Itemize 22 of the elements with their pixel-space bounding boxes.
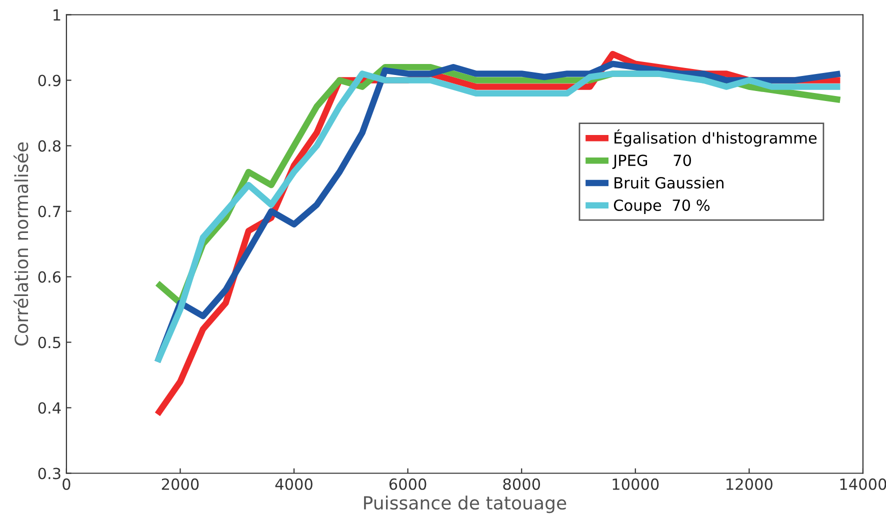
legend-label: Bruit Gaussien xyxy=(614,176,724,189)
x-tick-label: 2000 xyxy=(162,478,199,490)
x-axis-title: Puissance de tatouage xyxy=(364,496,566,514)
y-tick-label: 1 xyxy=(54,9,60,21)
y-axis-title: Corrélation normalisée xyxy=(14,142,28,346)
y-tick-label: 0.8 xyxy=(38,140,61,152)
y-tick-label: 0.6 xyxy=(38,271,61,283)
x-tick-label: 14000 xyxy=(840,478,886,490)
y-tick-label: 0.5 xyxy=(38,336,60,348)
x-tick-label: 4000 xyxy=(275,478,312,490)
x-tick-label: 6000 xyxy=(389,478,426,490)
y-tick-label: 0.7 xyxy=(38,206,60,218)
x-tick-label: 0 xyxy=(62,478,70,490)
x-tick-label: 12000 xyxy=(726,478,772,490)
y-tick-label: 0.9 xyxy=(38,74,61,86)
legend-label: Égalisation d'histogramme xyxy=(614,129,817,147)
legend-label: Coupe 70 % xyxy=(614,199,710,214)
x-tick-label: 8000 xyxy=(503,478,540,490)
legend-label: JPEG 70 xyxy=(612,154,691,169)
y-tick-label: 0.4 xyxy=(38,402,61,414)
x-tick-label: 10000 xyxy=(612,478,659,490)
y-tick-label: 0.3 xyxy=(38,468,60,480)
